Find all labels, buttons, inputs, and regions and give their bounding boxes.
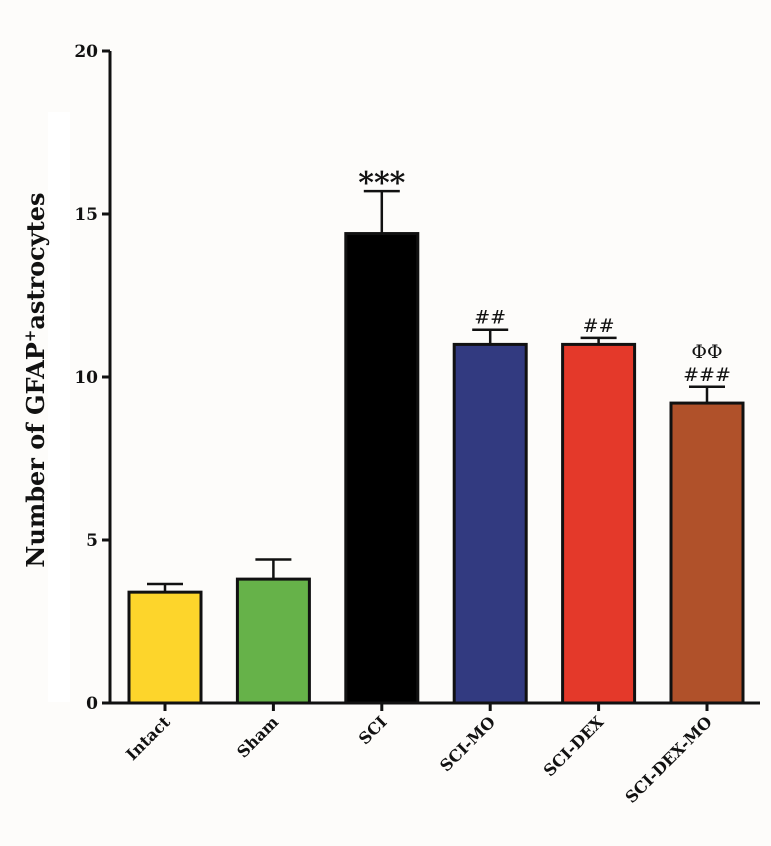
y-tick-label: 15 [74, 205, 98, 225]
x-tick-label: Intact [122, 712, 174, 764]
annotation-sci-dex-mo: ### [683, 364, 731, 386]
x-tick-labels: Intact Sham SCI SCI-MO SCI-DEX SCI-DEX-MO [122, 712, 716, 807]
bar-sham [235, 577, 311, 705]
bar-sci [344, 232, 420, 705]
x-tick-label: SCI-MO [436, 712, 499, 775]
y-tick-label: 10 [74, 368, 98, 388]
annotation-sci-dex: ## [583, 315, 615, 337]
annotation-sci-mo: ## [474, 307, 506, 329]
x-tick-label: SCI-DEX-MO [621, 712, 716, 807]
annotation-sci: *** [358, 166, 405, 201]
y-tick-label: 20 [74, 42, 98, 62]
ylabel-panel [48, 112, 70, 702]
y-tick-label: 0 [86, 694, 98, 714]
bar-sci-dex-mo [669, 401, 745, 705]
error-bars [147, 189, 725, 593]
y-tick-labels: 0 5 10 15 20 [74, 42, 98, 714]
y-tick-label: 5 [86, 531, 98, 551]
x-tick-label: Sham [233, 712, 282, 761]
y-axis-label: Number of GFAP+astrocytes [21, 192, 50, 567]
significance-annotations: *** ## ## ΦΦ### [358, 166, 731, 386]
annotation-sci-dex-mo: ΦΦ [691, 341, 722, 363]
x-tick-label: SCI [355, 712, 391, 748]
bar-intact [127, 590, 203, 705]
bar-sci-dex [561, 342, 637, 705]
x-tick-label: SCI-DEX [540, 712, 608, 780]
bar-sci-mo [452, 342, 528, 705]
bars [127, 232, 745, 705]
